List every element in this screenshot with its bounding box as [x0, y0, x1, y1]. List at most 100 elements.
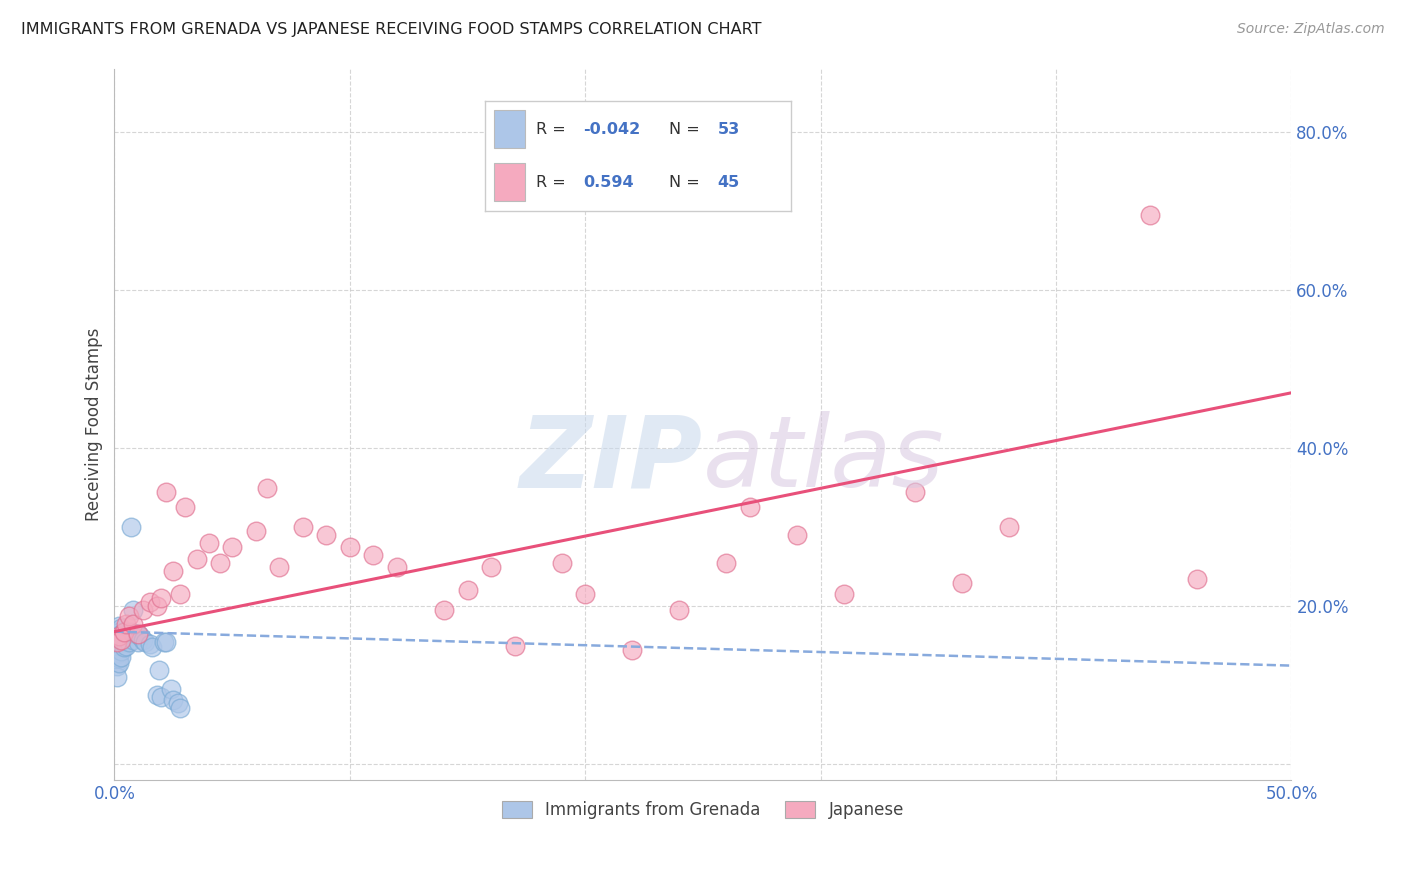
Point: [150, 690, 173, 705]
Point: [105, 671, 128, 685]
Point: [110, 639, 132, 653]
Point: [117, 635, 139, 649]
Point: [117, 608, 139, 623]
Point: [162, 692, 184, 706]
Point: [998, 520, 1021, 534]
Point: [155, 635, 177, 649]
Point: [131, 603, 153, 617]
Point: [950, 575, 973, 590]
Point: [186, 552, 208, 566]
Point: [363, 548, 385, 562]
Point: [105, 647, 128, 661]
Point: [120, 624, 142, 639]
Point: [269, 559, 291, 574]
Point: [457, 583, 479, 598]
Point: [108, 650, 131, 665]
Point: [115, 639, 138, 653]
Point: [122, 603, 145, 617]
Point: [169, 700, 191, 714]
Point: [1139, 208, 1161, 222]
Point: [105, 642, 128, 657]
Point: [108, 635, 131, 649]
Point: [167, 696, 190, 710]
Point: [112, 624, 135, 639]
Point: [105, 635, 128, 649]
Point: [550, 556, 572, 570]
Text: IMMIGRANTS FROM GRENADA VS JAPANESE RECEIVING FOOD STAMPS CORRELATION CHART: IMMIGRANTS FROM GRENADA VS JAPANESE RECE…: [21, 22, 762, 37]
Point: [115, 627, 138, 641]
Point: [148, 663, 170, 677]
Point: [738, 500, 761, 515]
Text: Source: ZipAtlas.com: Source: ZipAtlas.com: [1237, 22, 1385, 37]
Point: [174, 500, 197, 515]
Point: [105, 655, 128, 669]
Point: [155, 484, 177, 499]
Point: [162, 564, 184, 578]
Point: [131, 632, 153, 647]
Point: [110, 627, 132, 641]
Point: [105, 631, 128, 645]
Y-axis label: Receiving Food Stamps: Receiving Food Stamps: [86, 327, 103, 521]
Point: [150, 591, 173, 606]
Point: [110, 632, 132, 647]
Point: [110, 649, 132, 664]
Point: [221, 540, 243, 554]
Point: [108, 629, 131, 643]
Point: [110, 622, 132, 636]
Text: atlas: atlas: [703, 411, 945, 508]
Point: [122, 632, 145, 647]
Point: [904, 484, 927, 499]
Point: [127, 627, 149, 641]
Point: [127, 627, 149, 641]
Point: [105, 650, 128, 665]
Point: [141, 640, 163, 655]
Point: [245, 524, 267, 538]
Point: [209, 556, 232, 570]
Legend: Immigrants from Grenada, Japanese: Immigrants from Grenada, Japanese: [495, 794, 911, 825]
Point: [105, 658, 128, 673]
Point: [129, 629, 152, 643]
Point: [153, 635, 176, 649]
Point: [115, 616, 138, 631]
Point: [122, 616, 145, 631]
Point: [112, 640, 135, 655]
Point: [138, 637, 160, 651]
Point: [120, 520, 142, 534]
Point: [832, 587, 855, 601]
Point: [160, 682, 183, 697]
Point: [169, 587, 191, 601]
Point: [110, 632, 132, 647]
Point: [110, 644, 132, 658]
Point: [1187, 572, 1209, 586]
Point: [503, 639, 526, 653]
Point: [117, 629, 139, 643]
Point: [479, 559, 502, 574]
Point: [574, 587, 596, 601]
Point: [668, 603, 690, 617]
Point: [108, 619, 131, 633]
Point: [124, 627, 146, 641]
Point: [112, 635, 135, 649]
Point: [621, 642, 644, 657]
Text: ZIP: ZIP: [520, 411, 703, 508]
Point: [108, 640, 131, 655]
Point: [108, 629, 131, 643]
Point: [105, 639, 128, 653]
Point: [197, 536, 219, 550]
Point: [716, 556, 738, 570]
Point: [138, 595, 160, 609]
Point: [291, 520, 314, 534]
Point: [112, 629, 135, 643]
Point: [108, 657, 131, 671]
Point: [127, 635, 149, 649]
Point: [134, 635, 156, 649]
Point: [108, 646, 131, 660]
Point: [256, 481, 278, 495]
Point: [112, 624, 135, 639]
Point: [146, 599, 169, 614]
Point: [385, 559, 408, 574]
Point: [315, 528, 337, 542]
Point: [786, 528, 808, 542]
Point: [105, 635, 128, 649]
Point: [115, 632, 138, 647]
